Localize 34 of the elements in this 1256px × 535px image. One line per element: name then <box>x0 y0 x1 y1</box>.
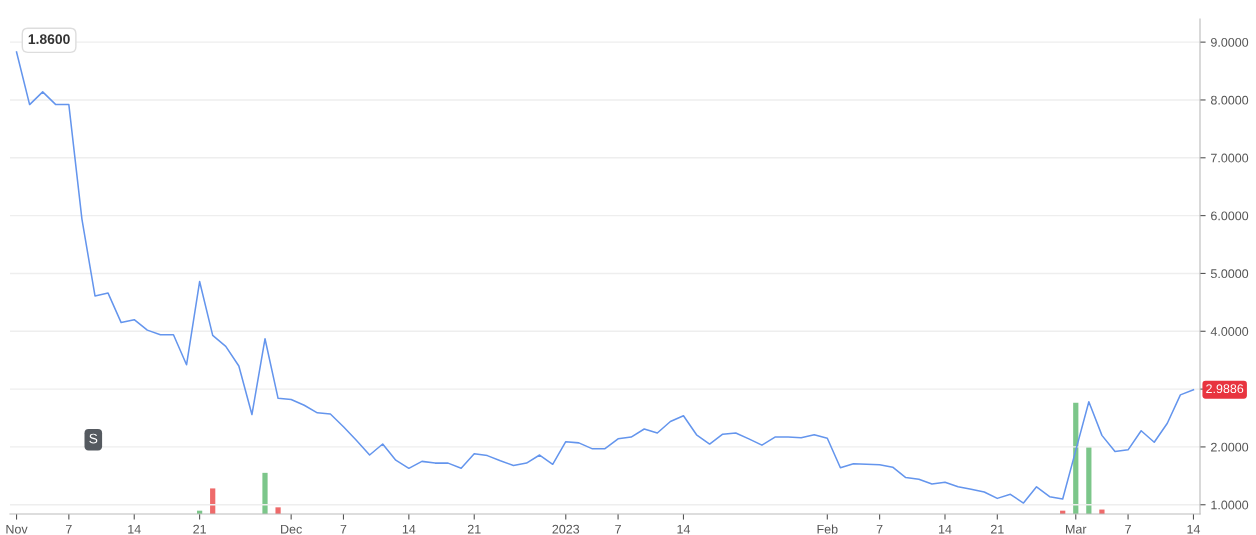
x-tick-label: 7 <box>340 524 347 534</box>
x-tick-label: 14 <box>402 524 416 534</box>
x-tick-label: 7 <box>66 524 72 534</box>
x-tick-label: 14 <box>128 524 141 534</box>
y-tick-label: 1.0000 <box>1211 500 1249 510</box>
bar <box>275 507 281 514</box>
annotation: 1.8600 <box>28 34 70 45</box>
y-tick-label: 2.0000 <box>1211 442 1249 452</box>
x-tick-label: 7 <box>876 524 883 534</box>
y-tick-label: 9.0000 <box>1211 37 1249 47</box>
x-tick-label: Dec <box>281 524 302 534</box>
x-tick-label: Feb <box>817 524 838 534</box>
y-tick-label: 4.0000 <box>1210 327 1249 336</box>
y-tick-label: 5.0000 <box>1210 269 1249 279</box>
y-tick-label: 8.0000 <box>1210 95 1249 105</box>
bar <box>210 488 216 514</box>
x-tick-label: 2023 <box>552 524 580 534</box>
x-tick-label: 21 <box>467 524 481 534</box>
y-tick-label: 6.0000 <box>1211 211 1249 221</box>
bar <box>262 472 268 514</box>
x-tick-label: 14 <box>1187 524 1201 534</box>
x-tick-label: 14 <box>677 524 691 534</box>
x-tick-label: 21 <box>990 524 1004 534</box>
bar <box>1086 447 1092 514</box>
line-series <box>15 51 1195 504</box>
x-tick-label: 7 <box>1125 524 1131 534</box>
annotation: S <box>89 433 98 444</box>
x-tick-label: 7 <box>615 524 621 534</box>
text: 2.9886 <box>1206 384 1244 394</box>
x-tick-label: 14 <box>939 524 952 534</box>
x-tick-label: 21 <box>193 524 206 534</box>
x-tick-label: Mar <box>1066 524 1087 534</box>
y-tick-label: 7.0000 <box>1211 153 1249 163</box>
x-tick-label: Nov <box>6 524 28 534</box>
